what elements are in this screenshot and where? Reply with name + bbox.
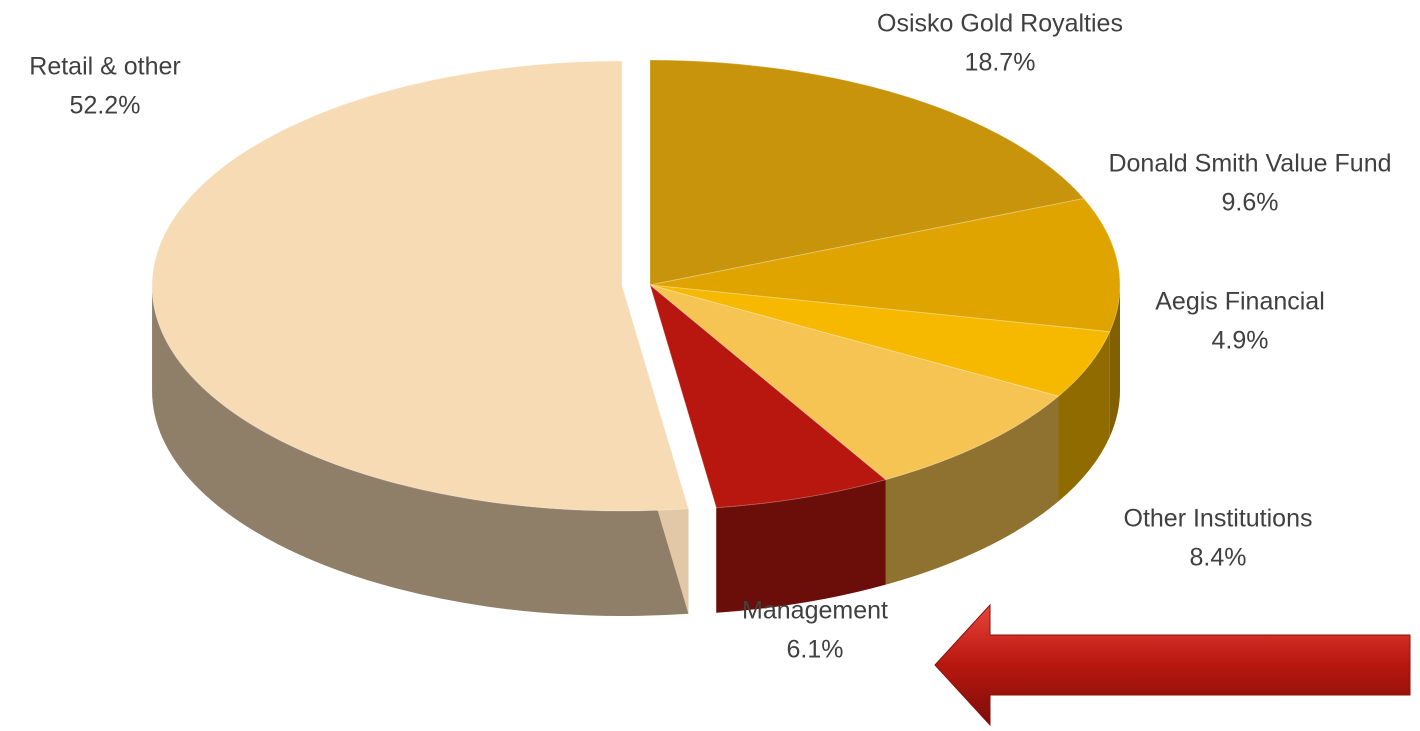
slice-label: Retail & other (29, 53, 180, 81)
slice-side-shade (885, 396, 1059, 585)
slice-side (716, 479, 886, 613)
slice-side-shade (1058, 331, 1110, 502)
slice (649, 284, 1111, 397)
slice-value-label: 6.1% (787, 636, 844, 664)
slice-label: Donald Smith Value Fund (1108, 150, 1391, 178)
pie (151, 59, 1121, 616)
slice (649, 59, 1085, 286)
slice-label: Osisko Gold Royalties (877, 10, 1123, 38)
arrow (934, 603, 1411, 727)
slice-value-label: 4.9% (1212, 327, 1269, 355)
slice-label: Management (742, 597, 888, 625)
slice (649, 284, 1060, 481)
slice-side (1109, 285, 1120, 437)
slice-side (885, 396, 1059, 585)
slice (649, 283, 887, 509)
slice (649, 197, 1121, 333)
slice-side-shade (152, 285, 689, 616)
slice-side-shade (716, 479, 886, 613)
slice-side (1058, 331, 1110, 502)
slice-label: Aegis Financial (1155, 288, 1325, 316)
slice (151, 60, 690, 512)
slice-label: Other Institutions (1124, 505, 1313, 533)
slice-value-label: 8.4% (1190, 544, 1247, 572)
slice-value-label: 52.2% (70, 92, 141, 120)
labels: Osisko Gold Royalties 18.7% Donald Smith V… (29, 10, 1391, 664)
slice-side (152, 285, 689, 616)
slice-value-label: 18.7% (965, 49, 1036, 77)
slice-side-shade (1109, 285, 1120, 437)
slice-value-label: 9.6% (1222, 189, 1279, 217)
